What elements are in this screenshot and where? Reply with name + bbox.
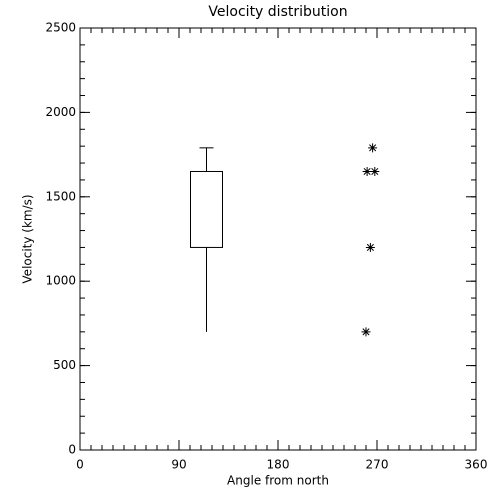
y-tick-label: 1500 xyxy=(45,189,76,203)
y-tick-label: 1000 xyxy=(45,274,76,288)
asterisk xyxy=(368,143,378,153)
point xyxy=(368,143,378,153)
x-tick-label: 90 xyxy=(171,458,186,472)
plot-frame xyxy=(79,27,477,451)
y-tick-label: 2500 xyxy=(45,21,76,35)
point xyxy=(362,166,372,176)
asterisk xyxy=(365,242,375,252)
x-tick-label: 180 xyxy=(267,458,290,472)
y-axis-label: Velocity (km/s) xyxy=(21,194,35,283)
x-tick-label: 0 xyxy=(76,458,84,472)
x-tick-label: 360 xyxy=(465,458,488,472)
asterisk xyxy=(370,166,380,176)
x-tick-label: 270 xyxy=(366,458,389,472)
box xyxy=(190,170,223,248)
asterisk xyxy=(361,327,371,337)
chart-title: Velocity distribution xyxy=(208,4,347,20)
x-axis-label: Angle from north xyxy=(227,474,329,488)
point xyxy=(370,166,380,176)
y-tick-label: 2000 xyxy=(45,105,76,119)
point xyxy=(361,327,371,337)
point xyxy=(365,242,375,252)
y-tick-label: 500 xyxy=(53,358,76,372)
asterisk xyxy=(362,166,372,176)
y-tick-label: 0 xyxy=(68,443,76,457)
